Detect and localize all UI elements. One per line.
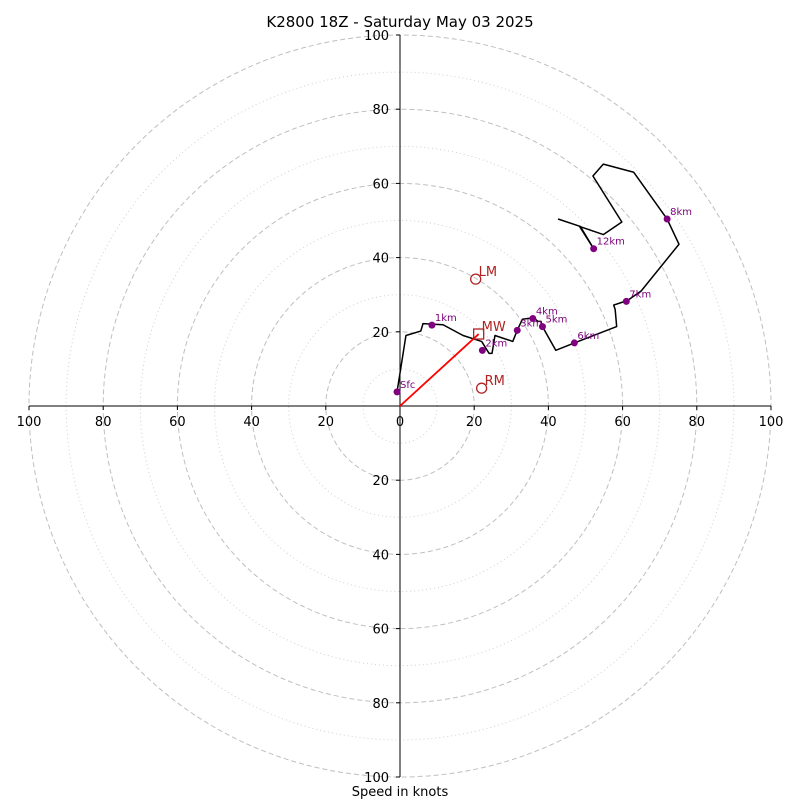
y-tick-label: 40 (372, 548, 389, 563)
height-point-3km (513, 326, 521, 334)
hodograph-trace (396, 163, 680, 407)
y-tick-label: 20 (372, 474, 389, 489)
height-label-1km: 1km (435, 313, 457, 324)
x-tick-label: 80 (95, 415, 112, 430)
y-tick-label: 60 (372, 623, 389, 638)
chart-title: K2800 18Z - Saturday May 03 2025 (266, 13, 533, 31)
motion-label-LM: LM (479, 265, 497, 280)
height-label-7km: 7km (629, 289, 651, 300)
height-point-7km (622, 297, 630, 305)
storm-motions: LM MW RM (470, 265, 506, 394)
height-point-8km (663, 215, 671, 223)
height-point-2km (478, 346, 486, 354)
y-tick-label: 100 (364, 771, 389, 786)
height-point-Sfc (393, 388, 401, 396)
height-label-5km: 5km (545, 315, 567, 326)
motion-label-MW: MW (482, 320, 506, 335)
y-tick-label: 100 (364, 29, 389, 44)
x-axis-label: Speed in knots (352, 785, 449, 800)
x-tick-label: 40 (540, 415, 557, 430)
x-tick-label: 20 (318, 415, 335, 430)
x-tick-label: 80 (689, 415, 706, 430)
motion-marker-RM (475, 382, 488, 394)
motion-marker-LM (470, 273, 482, 285)
x-tick-label: 60 (614, 415, 631, 430)
height-point-4km (529, 314, 537, 322)
y-tick-label: 20 (372, 326, 389, 341)
y-tick-label: 80 (372, 103, 389, 118)
x-tick-label: 0 (396, 415, 404, 430)
height-label-6km: 6km (577, 331, 599, 342)
x-tick-label: 60 (169, 415, 186, 430)
y-tick-label: 40 (372, 252, 389, 267)
motion-label-RM: RM (485, 374, 505, 389)
axes: 100 80 60 40 20 0 20 40 60 80 100 100 80 60 40 20 20 40 60… (17, 29, 784, 786)
height-label-8km: 8km (670, 207, 692, 218)
height-label-12km: 12km (597, 237, 625, 248)
x-tick-label: 20 (466, 415, 483, 430)
height-point-1km (428, 321, 436, 329)
height-point-12km (590, 245, 598, 253)
x-tick-label: 100 (17, 415, 42, 430)
mean-wind-vector (399, 333, 480, 407)
y-tick-label: 80 (372, 697, 389, 712)
height-label-Sfc: Sfc (400, 380, 415, 391)
y-tick-label: 60 (372, 177, 389, 192)
wind-profile-line (396, 163, 680, 393)
height-point-6km (570, 339, 578, 347)
height-label-2km: 2km (485, 338, 507, 349)
height-label-3km: 3km (520, 318, 542, 329)
height-label-4km: 4km (536, 306, 558, 317)
x-tick-label: 100 (759, 415, 784, 430)
motion-marker-MW (473, 328, 485, 340)
height-point-5km (538, 323, 546, 331)
x-tick-label: 40 (243, 415, 260, 430)
